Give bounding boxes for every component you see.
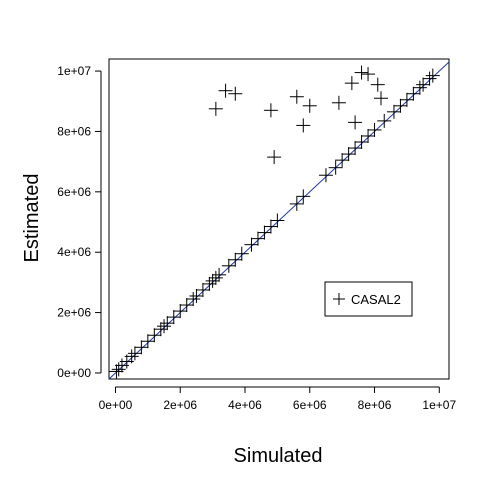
data-point xyxy=(228,252,243,267)
data-point xyxy=(386,104,401,119)
y-tick-label: 8e+06 xyxy=(57,124,91,138)
data-point xyxy=(228,86,243,101)
data-point xyxy=(179,298,194,313)
data-point xyxy=(147,328,162,343)
legend-marker-plus xyxy=(333,293,345,305)
data-point xyxy=(361,128,376,143)
legend: CASAL2 xyxy=(324,281,413,317)
y-tick-label: 2e+06 xyxy=(57,306,91,320)
data-point xyxy=(289,196,304,211)
data-point xyxy=(416,77,431,92)
data-point xyxy=(361,67,376,82)
data-point xyxy=(134,340,149,355)
data-point xyxy=(367,122,382,137)
data-point xyxy=(406,86,421,101)
data-point xyxy=(244,237,259,252)
data-point xyxy=(212,267,227,282)
data-point xyxy=(127,346,142,361)
data-point xyxy=(208,270,223,285)
y-tick-label: 0e+00 xyxy=(57,366,91,380)
y-tick-label: 4e+06 xyxy=(57,245,91,259)
data-point xyxy=(393,98,408,113)
data-point xyxy=(234,246,249,261)
x-tick-label: 8e+06 xyxy=(358,398,392,412)
data-point xyxy=(374,91,388,106)
data-point xyxy=(289,89,304,104)
data-point xyxy=(202,276,217,291)
data-point xyxy=(412,80,427,95)
data-point xyxy=(354,135,369,150)
x-tick-label: 2e+06 xyxy=(163,398,197,412)
data-point xyxy=(173,304,188,319)
data-point xyxy=(157,319,172,334)
axes-layer: 0e+00 2e+06 4e+06 6e+06 8e+06 1e+07 0e+00 2e+06… xyxy=(57,58,456,412)
data-point xyxy=(354,65,369,80)
data-point xyxy=(422,71,437,86)
data-point xyxy=(166,310,181,325)
data-point xyxy=(318,168,333,183)
data-point xyxy=(425,68,440,83)
data-point xyxy=(348,141,363,156)
data-point xyxy=(153,322,168,337)
x-tick-label: 1e+07 xyxy=(422,398,456,412)
data-point xyxy=(331,95,346,110)
data-point xyxy=(263,103,278,118)
data-point xyxy=(111,362,126,377)
x-tick-label: 4e+06 xyxy=(228,398,262,412)
data-point xyxy=(160,316,175,331)
data-point xyxy=(270,213,285,228)
data-point xyxy=(250,231,265,246)
data-point xyxy=(335,153,350,168)
data-point xyxy=(205,273,220,288)
x-tick-label: 0e+00 xyxy=(99,398,133,412)
data-point xyxy=(296,118,311,133)
data-point xyxy=(208,101,223,116)
x-tick-label: 6e+06 xyxy=(293,398,327,412)
data-point xyxy=(257,225,272,240)
data-point xyxy=(341,147,356,162)
data-point xyxy=(124,349,139,364)
data-point xyxy=(218,83,233,98)
data-point xyxy=(140,334,155,349)
y-tick-label: 6e+06 xyxy=(57,185,91,199)
data-point xyxy=(186,292,201,306)
y-axis-label: Estimated xyxy=(21,174,43,263)
x-axis-label: Simulated xyxy=(234,445,323,467)
data-point xyxy=(328,160,343,175)
data-point xyxy=(221,258,236,273)
data-point xyxy=(189,288,204,303)
points-layer xyxy=(109,65,440,379)
y-tick-label: 1e+07 xyxy=(57,64,91,78)
data-point xyxy=(195,282,210,297)
data-point xyxy=(267,150,282,165)
data-point xyxy=(348,115,363,130)
data-point xyxy=(344,76,359,91)
data-point xyxy=(302,98,317,113)
plot-frame xyxy=(108,58,450,380)
data-point xyxy=(109,364,124,379)
data-point xyxy=(263,219,278,234)
legend-label: CASAL2 xyxy=(351,292,401,307)
data-point xyxy=(370,77,385,92)
data-point xyxy=(377,113,392,128)
data-point xyxy=(296,189,311,204)
data-point xyxy=(399,92,414,107)
